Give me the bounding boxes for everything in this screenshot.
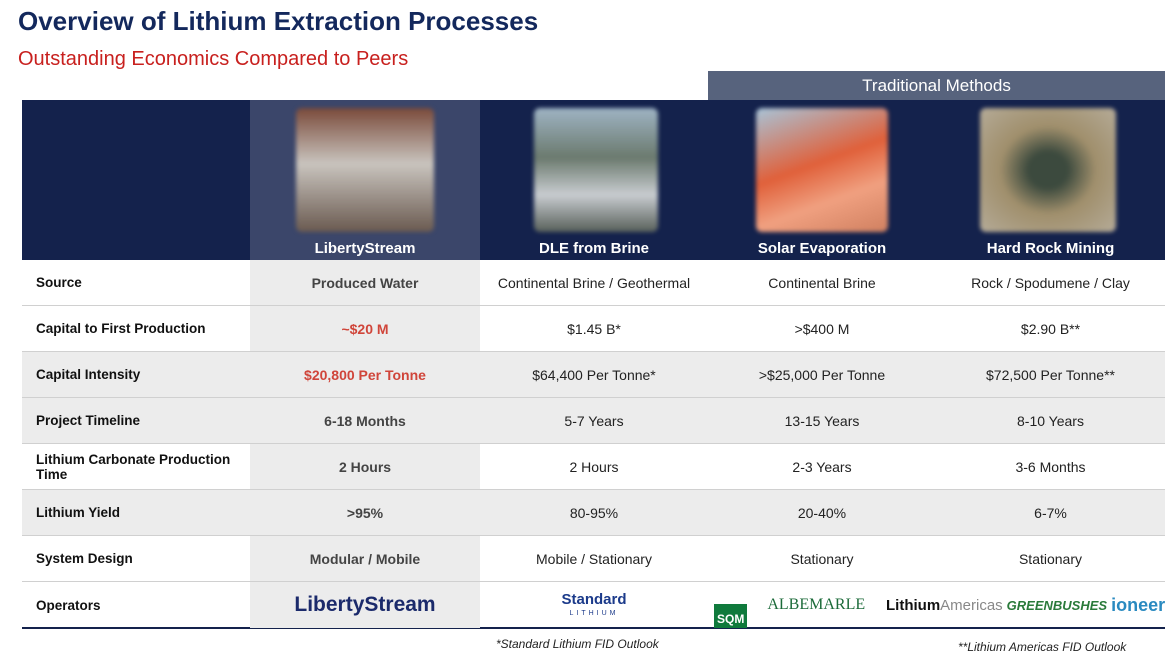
table-cell: >95%	[250, 490, 480, 536]
table-cell: Stationary	[708, 536, 936, 582]
row-label: Project Timeline	[22, 398, 250, 444]
photo	[980, 108, 1116, 232]
logo-text: SQM	[714, 604, 748, 628]
table-cell: 5-7 Years	[480, 398, 708, 444]
table-cell: 2-3 Years	[708, 444, 936, 490]
table-cell: Produced Water	[250, 260, 480, 306]
logo-text: ALBEMARLE	[767, 596, 866, 613]
table-cell: ~$20 M	[250, 306, 480, 352]
column-header: Hard Rock Mining	[986, 240, 1115, 257]
table-cell: Modular / Mobile	[250, 536, 480, 582]
table-cell: 80-95%	[480, 490, 708, 536]
logo-text: GREENBUSHES	[1006, 597, 1108, 613]
photo	[756, 108, 888, 232]
row-label: Operators	[36, 597, 101, 613]
table-cell: 6-18 Months	[250, 398, 480, 444]
table-cell: 8-10 Years	[936, 398, 1165, 444]
column-header: LibertyStream	[314, 240, 416, 257]
table-cell: 3-6 Months	[936, 444, 1165, 490]
operator-logo: Standard LITHIUM	[480, 582, 708, 628]
operator-logo: LibertyStream	[250, 582, 480, 628]
row-label: Capital to First Production	[22, 306, 250, 352]
column-header: Solar Evaporation	[757, 240, 887, 257]
operator-logo: SQM ALBEMARLE	[708, 582, 936, 628]
table-cell: $64,400 Per Tonne*	[480, 352, 708, 398]
logo-text: LibertyStream	[294, 593, 436, 616]
table-cell: Continental Brine / Geothermal	[480, 260, 708, 306]
table-cell: 13-15 Years	[708, 398, 936, 444]
table-cell: 20-40%	[708, 490, 936, 536]
table-cell: Stationary	[936, 536, 1165, 582]
footnote: **Lithium Americas FID Outlook	[958, 640, 1127, 654]
logo-text: Standard	[561, 591, 627, 608]
table-cell: $1.45 B*	[480, 306, 708, 352]
photo	[534, 108, 658, 232]
column-header: DLE from Brine	[538, 240, 649, 257]
title: Overview of Lithium Extraction Processes	[18, 6, 539, 36]
table-cell: Mobile / Stationary	[480, 536, 708, 582]
table-cell: 6-7%	[936, 490, 1165, 536]
table-cell: $2.90 B**	[936, 306, 1165, 352]
logo-text: Lithium	[886, 596, 941, 614]
row-label: Lithium Carbonate Production Time	[22, 444, 250, 490]
logo-text: LITHIUM	[569, 610, 619, 617]
table-cell: 2 Hours	[250, 444, 480, 490]
bottom-rule	[22, 627, 1165, 629]
table-cell: $20,800 Per Tonne	[250, 352, 480, 398]
group-header: Traditional Methods	[708, 71, 1165, 100]
row-label: System Design	[22, 536, 250, 582]
table-cell: 2 Hours	[480, 444, 708, 490]
operator-logo: Lithium Americas GREENBUSHES ioneer	[880, 582, 1165, 628]
logo-text: Americas	[940, 596, 1003, 614]
subtitle: Outstanding Economics Compared to Peers	[18, 48, 409, 70]
table-cell: Rock / Spodumene / Clay	[936, 260, 1165, 306]
table-cell: Continental Brine	[708, 260, 936, 306]
row-label: Lithium Yield	[22, 490, 250, 536]
row-label: Source	[22, 260, 250, 306]
row-label: Capital Intensity	[22, 352, 250, 398]
footnote: *Standard Lithium FID Outlook	[496, 637, 659, 651]
table-cell: >$400 M	[708, 306, 936, 352]
photo	[296, 108, 434, 232]
table-cell: $72,500 Per Tonne**	[936, 352, 1165, 398]
logo-text: ioneer	[1111, 594, 1166, 615]
highlight	[250, 582, 480, 628]
table-cell: >$25,000 Per Tonne	[708, 352, 936, 398]
